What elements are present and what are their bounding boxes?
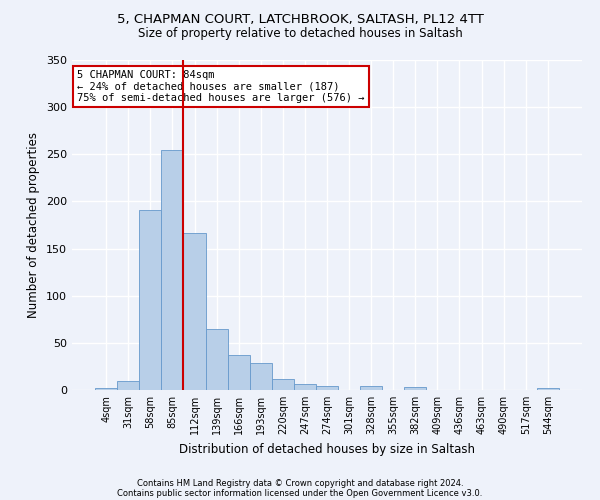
Bar	[404, 387, 427, 390]
Bar	[117, 380, 139, 390]
Bar	[227, 355, 250, 390]
Bar	[206, 328, 227, 390]
Bar	[294, 384, 316, 390]
Text: 5, CHAPMAN COURT, LATCHBROOK, SALTASH, PL12 4TT: 5, CHAPMAN COURT, LATCHBROOK, SALTASH, P…	[116, 12, 484, 26]
Bar	[139, 210, 161, 390]
Text: Size of property relative to detached houses in Saltash: Size of property relative to detached ho…	[137, 28, 463, 40]
Bar	[184, 232, 206, 390]
Bar	[161, 150, 184, 390]
Bar	[250, 362, 272, 390]
Text: Contains HM Land Registry data © Crown copyright and database right 2024.: Contains HM Land Registry data © Crown c…	[137, 478, 463, 488]
Bar	[360, 386, 382, 390]
X-axis label: Distribution of detached houses by size in Saltash: Distribution of detached houses by size …	[179, 442, 475, 456]
Bar	[272, 378, 294, 390]
Bar	[316, 386, 338, 390]
Text: Contains public sector information licensed under the Open Government Licence v3: Contains public sector information licen…	[118, 488, 482, 498]
Y-axis label: Number of detached properties: Number of detached properties	[28, 132, 40, 318]
Bar	[537, 388, 559, 390]
Bar	[95, 388, 117, 390]
Text: 5 CHAPMAN COURT: 84sqm
← 24% of detached houses are smaller (187)
75% of semi-de: 5 CHAPMAN COURT: 84sqm ← 24% of detached…	[77, 70, 365, 103]
